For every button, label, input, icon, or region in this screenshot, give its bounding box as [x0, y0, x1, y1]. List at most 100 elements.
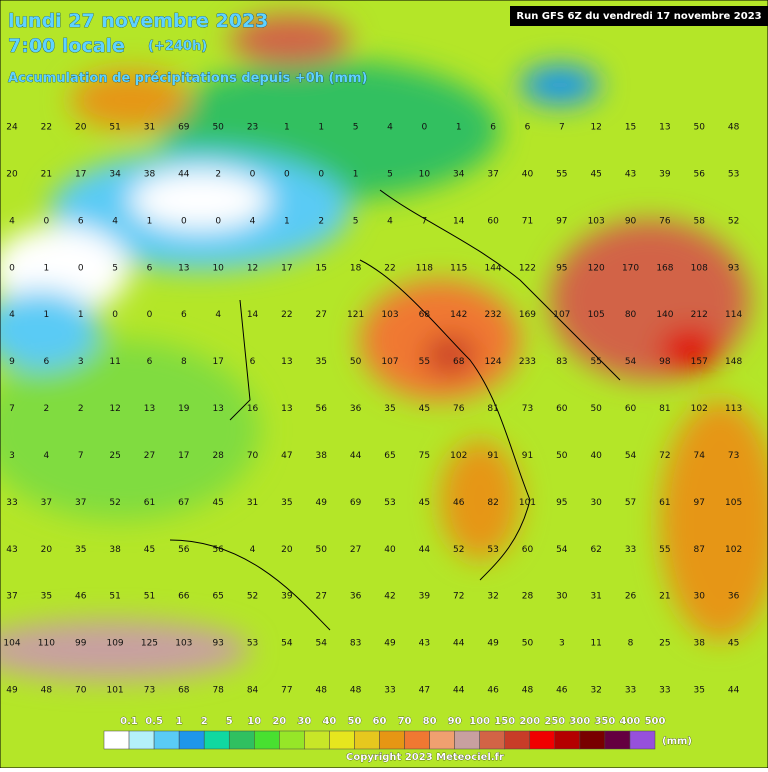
- grid-value: 109: [106, 639, 123, 649]
- legend-swatch: [429, 730, 455, 750]
- grid-value: 48: [522, 686, 534, 696]
- grid-value: 56: [316, 404, 328, 414]
- grid-value: 20: [281, 545, 293, 555]
- legend-label: 50: [347, 716, 361, 727]
- grid-value: 53: [247, 639, 258, 649]
- grid-value: 5: [387, 169, 393, 179]
- grid-value: 97: [556, 216, 567, 226]
- grid-value: 84: [247, 686, 259, 696]
- grid-value: 51: [144, 592, 155, 602]
- legend-swatch: [279, 730, 305, 750]
- grid-value: 118: [416, 263, 433, 273]
- grid-value: 13: [178, 263, 189, 273]
- grid-value: 0: [112, 310, 118, 320]
- grid-value: 212: [691, 310, 708, 320]
- grid-value: 1: [284, 123, 290, 133]
- grid-value: 30: [590, 498, 602, 508]
- grid-value: 169: [519, 310, 536, 320]
- grid-value: 148: [725, 357, 742, 367]
- grid-value: 13: [281, 357, 292, 367]
- grid-value: 76: [659, 216, 671, 226]
- grid-value: 44: [728, 686, 740, 696]
- grid-value: 44: [453, 686, 465, 696]
- legend-swatch: [379, 730, 405, 750]
- grid-value: 97: [694, 498, 705, 508]
- grid-value: 12: [590, 123, 601, 133]
- grid-value: 17: [281, 263, 292, 273]
- grid-value: 54: [625, 451, 637, 461]
- grid-value: 4: [387, 123, 393, 133]
- run-label: Run GFS 6Z du vendredi 17 novembre 2023: [516, 11, 761, 22]
- legend-swatch: [153, 730, 180, 750]
- grid-value: 60: [487, 216, 499, 226]
- grid-value: 46: [75, 592, 87, 602]
- grid-value: 28: [522, 592, 534, 602]
- grid-value: 33: [384, 686, 395, 696]
- grid-value: 43: [419, 639, 430, 649]
- legend-swatch: [529, 730, 556, 750]
- legend-label: 20: [272, 716, 286, 727]
- grid-value: 0: [9, 263, 15, 273]
- grid-value: 33: [6, 498, 17, 508]
- grid-value: 14: [453, 216, 465, 226]
- grid-value: 4: [9, 310, 15, 320]
- grid-value: 35: [694, 686, 705, 696]
- grid-value: 233: [519, 357, 536, 367]
- grid-value: 140: [656, 310, 673, 320]
- grid-value: 4: [387, 216, 393, 226]
- legend-label: 500: [645, 716, 666, 727]
- grid-value: 32: [590, 686, 601, 696]
- grid-value: 40: [384, 545, 396, 555]
- grid-value: 74: [694, 451, 706, 461]
- grid-value: 83: [350, 639, 361, 649]
- legend-label: 100: [469, 716, 490, 727]
- grid-value: 68: [419, 310, 431, 320]
- grid-value: 38: [109, 545, 121, 555]
- grid-value: 15: [625, 123, 636, 133]
- grid-value: 0: [43, 216, 49, 226]
- grid-value: 54: [556, 545, 568, 555]
- grid-value: 105: [588, 310, 605, 320]
- run-box: [510, 6, 768, 26]
- grid-value: 1: [43, 263, 49, 273]
- grid-value: 17: [178, 451, 189, 461]
- grid-value: 93: [728, 263, 739, 273]
- grid-value: 7: [559, 123, 565, 133]
- grid-value: 38: [144, 169, 156, 179]
- grid-value: 30: [556, 592, 568, 602]
- grid-value: 3: [559, 639, 565, 649]
- grid-value: 73: [144, 686, 155, 696]
- grid-value: 51: [109, 123, 120, 133]
- grid-value: 37: [75, 498, 86, 508]
- legend-label: 2: [201, 716, 208, 727]
- grid-value: 102: [450, 451, 467, 461]
- grid-value: 120: [588, 263, 605, 273]
- grid-value: 55: [659, 545, 670, 555]
- grid-value: 6: [147, 263, 153, 273]
- grid-value: 21: [41, 169, 52, 179]
- legend-swatch: [404, 730, 430, 750]
- grid-value: 66: [178, 592, 190, 602]
- grid-value: 45: [728, 639, 739, 649]
- grid-value: 43: [6, 545, 17, 555]
- grid-value: 1: [43, 310, 49, 320]
- grid-value: 105: [725, 498, 742, 508]
- grid-value: 20: [6, 169, 18, 179]
- grid-value: 103: [381, 310, 398, 320]
- grid-value: 0: [147, 310, 153, 320]
- grid-value: 27: [316, 592, 327, 602]
- grid-value: 6: [250, 357, 256, 367]
- grid-value: 68: [453, 357, 465, 367]
- legend-swatch: [629, 730, 656, 750]
- grid-value: 5: [353, 123, 359, 133]
- grid-value: 14: [247, 310, 259, 320]
- grid-value: 2: [78, 404, 84, 414]
- grid-value: 50: [694, 123, 706, 133]
- grid-value: 33: [659, 686, 670, 696]
- grid-value: 103: [588, 216, 605, 226]
- grid-value: 4: [215, 310, 221, 320]
- grid-value: 4: [43, 451, 49, 461]
- grid-value: 45: [590, 169, 601, 179]
- grid-value: 44: [419, 545, 431, 555]
- grid-value: 2: [318, 216, 324, 226]
